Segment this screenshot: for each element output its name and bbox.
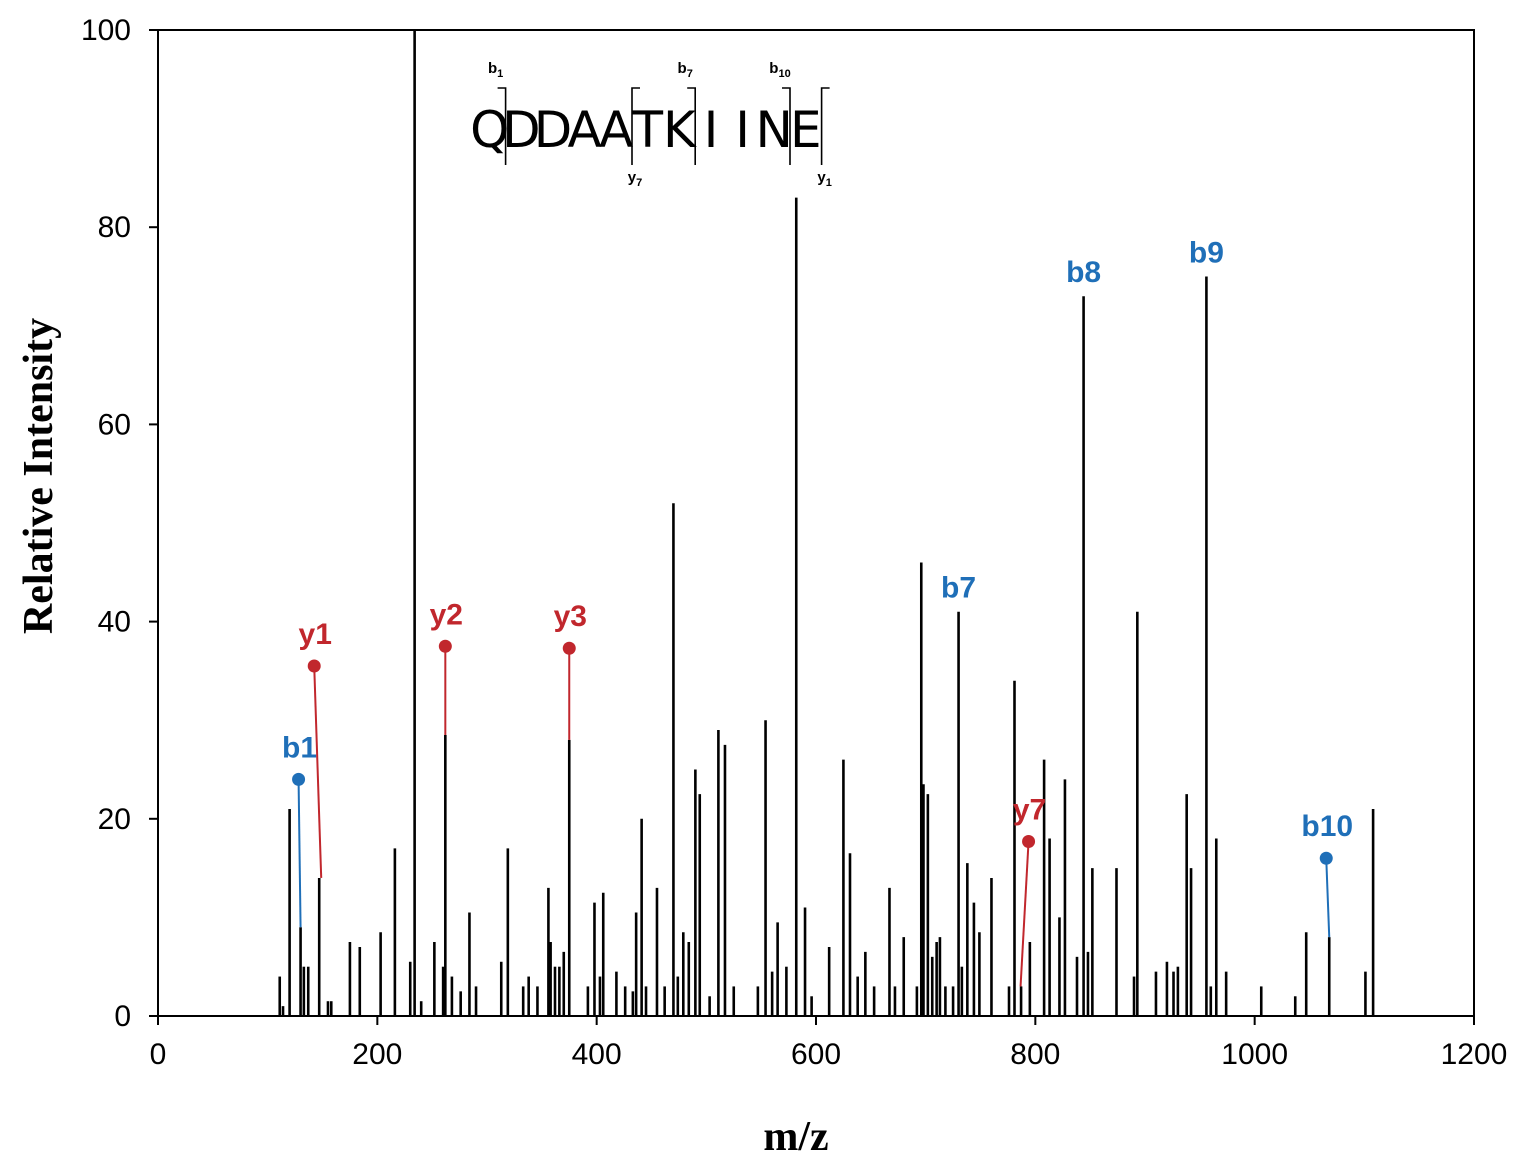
ion-label: y3 bbox=[554, 600, 587, 633]
y-tick-label: 80 bbox=[98, 211, 131, 244]
sequence-residue: A bbox=[599, 101, 633, 159]
plot-frame bbox=[157, 29, 1475, 1017]
ion-label: b9 bbox=[1189, 237, 1224, 270]
ion-marker bbox=[292, 772, 306, 786]
y-tick-label: 60 bbox=[98, 408, 131, 441]
b-fragment-label: b10 bbox=[769, 60, 790, 80]
ion-marker bbox=[562, 641, 576, 655]
x-tick-label: 600 bbox=[791, 1038, 841, 1071]
b-fragment-bracket bbox=[687, 87, 697, 165]
sequence-residue: T bbox=[632, 101, 664, 159]
ion-label: b1 bbox=[282, 731, 317, 764]
ion-connector bbox=[1325, 858, 1331, 938]
y-tick-label: 100 bbox=[81, 14, 131, 47]
ion-label: b7 bbox=[941, 572, 976, 605]
y-fragment-subscript: 1 bbox=[826, 177, 832, 189]
ion-label: y7 bbox=[1013, 793, 1046, 826]
y-tick-label: 20 bbox=[98, 803, 131, 836]
ion-connector bbox=[297, 779, 302, 928]
sequence-residue: K bbox=[663, 101, 697, 159]
sequence-residue: D bbox=[534, 101, 573, 159]
b-fragment-subscript: 10 bbox=[778, 68, 790, 80]
x-axis-title: m/z bbox=[763, 1114, 828, 1156]
b-fragment-subscript: 1 bbox=[497, 68, 503, 80]
ion-marker bbox=[307, 659, 321, 673]
x-tick-label: 200 bbox=[352, 1038, 402, 1071]
ion-connector bbox=[313, 665, 323, 878]
y-fragment-label: y7 bbox=[628, 169, 642, 189]
x-tick-label: 1200 bbox=[1441, 1038, 1508, 1071]
ion-connector bbox=[1019, 841, 1030, 987]
b-fragment-bracket bbox=[782, 87, 791, 165]
ion-label: b8 bbox=[1066, 256, 1101, 289]
y-fragment-bracket bbox=[820, 87, 830, 165]
b-fragment-subscript: 7 bbox=[687, 68, 693, 80]
b-fragment-label: b1 bbox=[488, 60, 503, 80]
b-fragment-bracket bbox=[497, 87, 507, 165]
sequence-residue: E bbox=[790, 101, 822, 159]
x-tick-label: 0 bbox=[150, 1038, 167, 1071]
x-tick-label: 800 bbox=[1010, 1038, 1060, 1071]
y-fragment-bracket bbox=[631, 87, 640, 165]
ion-marker bbox=[1319, 851, 1333, 865]
sequence-residue: N bbox=[755, 101, 792, 159]
ion-label: y2 bbox=[430, 598, 463, 631]
y-tick-label: 0 bbox=[114, 1000, 131, 1033]
ion-label: y1 bbox=[299, 618, 332, 651]
sequence-residue: Q bbox=[470, 101, 509, 159]
x-tick-label: 1000 bbox=[1221, 1038, 1288, 1071]
ion-marker bbox=[438, 639, 452, 653]
x-tick-label: 400 bbox=[572, 1038, 622, 1071]
peak-layer bbox=[278, 30, 1375, 1016]
ion-marker bbox=[1022, 834, 1036, 848]
b-fragment-label: b7 bbox=[678, 60, 693, 80]
axes-layer: 0 200 400 600 800 1000 1200 0 20 40 60 80 100 bbox=[81, 14, 1507, 1071]
sequence-residue: I bbox=[735, 101, 750, 159]
y-fragment-subscript: 7 bbox=[636, 177, 642, 189]
annotation-layer: b1 y1 y2 y3 b7 y7 b8 b9 b10 bbox=[282, 237, 1353, 987]
y-axis-title: Relative Intensity bbox=[16, 318, 62, 634]
sequence-residue: I bbox=[704, 101, 719, 159]
y-tick-label: 40 bbox=[98, 606, 131, 639]
y-fragment-label: y1 bbox=[817, 169, 831, 189]
sequence-residue: A bbox=[567, 101, 601, 159]
ion-label: b10 bbox=[1301, 810, 1353, 843]
sequence-residue: D bbox=[502, 101, 541, 159]
